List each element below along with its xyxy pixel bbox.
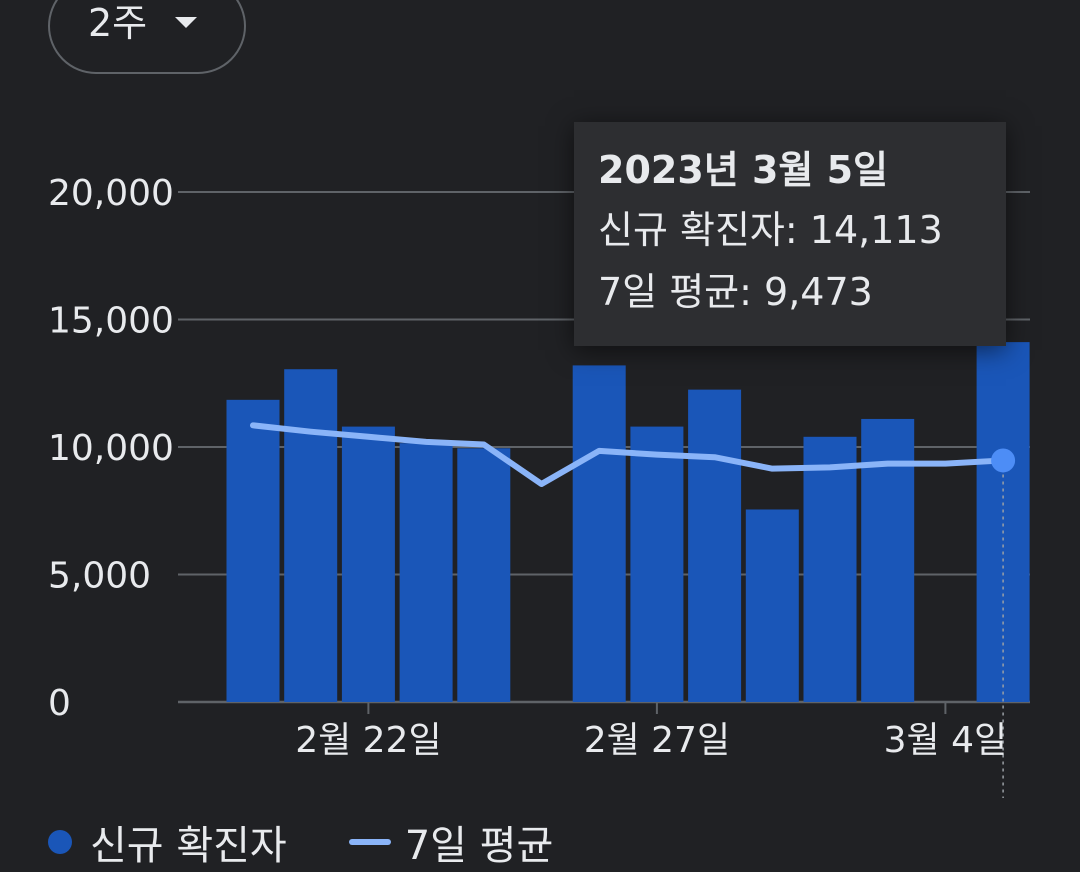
y-tick-label: 10,000 [48,428,174,469]
tooltip-average-label: 7일 평균 [598,270,740,314]
tooltip-average: 7일 평균: 9,473 [598,270,873,314]
selected-point[interactable] [991,448,1016,473]
bar-2월 24일[interactable] [457,448,511,702]
chart-legend: 신규 확진자 7일 평균 [48,812,553,872]
bar-2월 28일[interactable] [688,389,742,702]
x-tick-label: 2월 27일 [584,720,730,761]
bar-3월 1일[interactable] [745,509,799,702]
legend-bar-swatch [48,830,72,854]
period-selector[interactable]: 2주 [48,0,246,74]
legend-line-swatch [348,839,391,845]
tooltip-average-value: 9,473 [764,270,873,314]
bar-2월 21일[interactable] [284,369,338,702]
tooltip-new-cases-value: 14,113 [809,208,943,252]
line-layer [250,422,1016,798]
y-tick-label: 15,000 [48,301,174,342]
period-selector-label: 2주 [88,1,148,45]
tooltip-new-cases: 신규 확진자: 14,113 [598,208,943,252]
legend-line-label: 7일 평균 [404,823,554,869]
bar-2월 23일[interactable] [399,443,453,702]
x-tick-layer: 2월 22일 2월 27일 3월 4일 [295,702,1007,761]
bar-2월 26일[interactable] [572,365,626,702]
chart-tooltip: 2023년 3월 5일 신규 확진자: 14,113 7일 평균: 9,473 [574,122,1006,346]
tooltip-new-cases-label: 신규 확진자 [598,208,785,252]
legend-bars-label: 신규 확진자 [90,823,287,869]
average-line [250,422,1007,487]
bar-3월 5일[interactable] [976,342,1030,702]
y-tick-label: 5,000 [48,556,151,597]
tooltip-date: 2023년 3월 5일 [598,148,888,192]
bars-layer [226,342,1030,702]
chevron-down-icon [175,17,198,28]
bar-2월 20일[interactable] [226,399,280,702]
bar-2월 22일[interactable] [341,426,395,702]
y-tick-label: 0 [48,683,71,724]
x-tick-label: 3월 4일 [884,720,1008,761]
bar-3월 2일[interactable] [803,436,857,702]
bar-2월 27일[interactable] [630,426,684,702]
y-tick-label: 20,000 [48,173,174,214]
x-tick-label: 2월 22일 [295,720,441,761]
